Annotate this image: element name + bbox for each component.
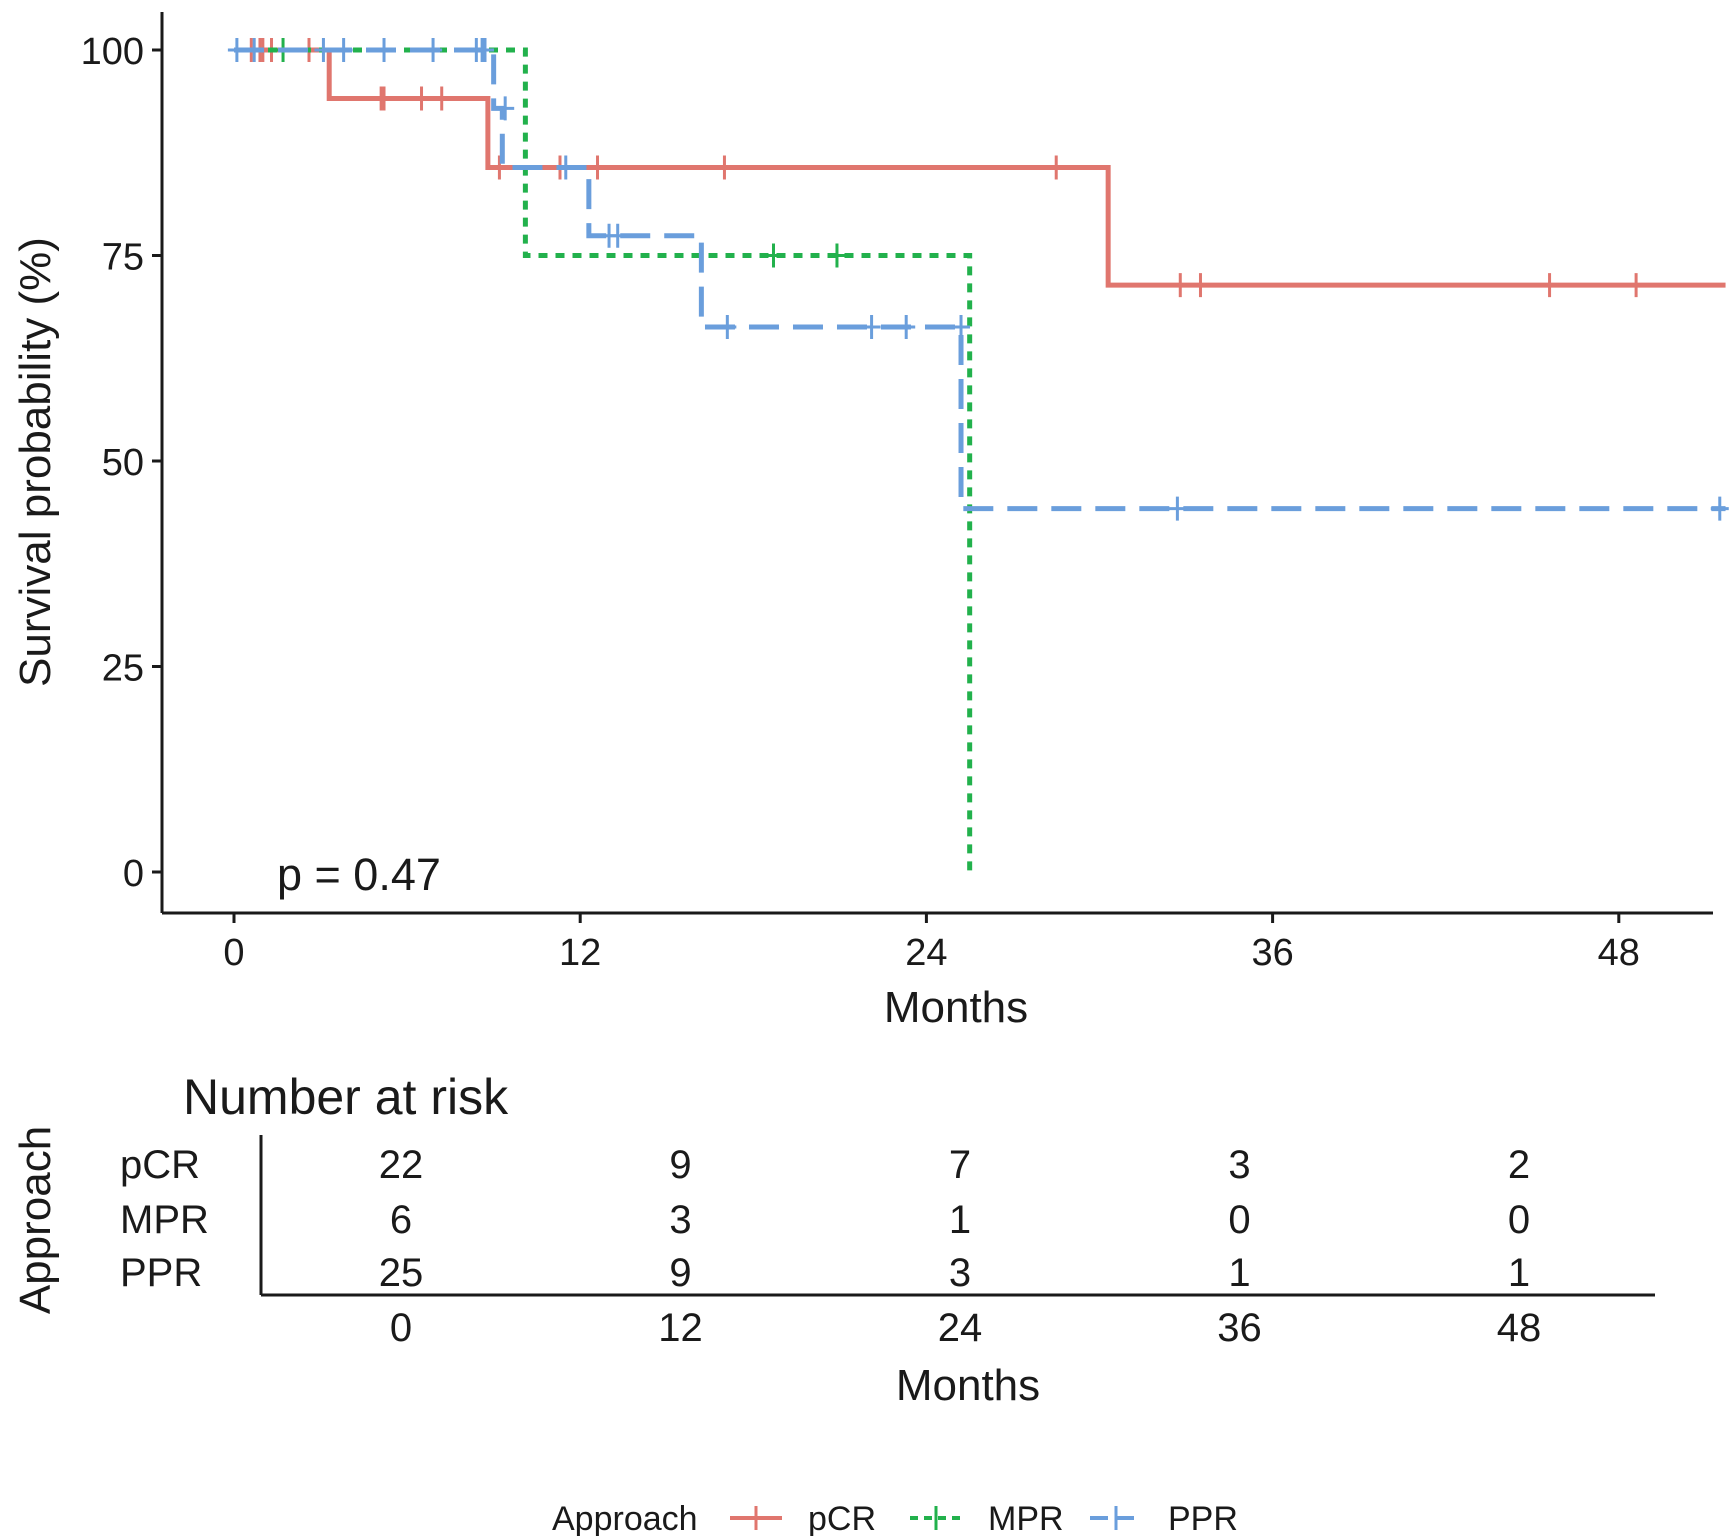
censor-mark-ppr (952, 315, 971, 340)
risk-cell: 2 (1508, 1143, 1530, 1187)
risk-cell: 0 (1508, 1198, 1530, 1242)
y-tick-label: 50 (102, 442, 144, 484)
censor-mark-ppr (862, 315, 881, 340)
risk-table-cells: pCR 22 9 7 3 2 MPR 6 3 1 0 0 PPR 25 9 3 1 1 0 12 24 36 48 (120, 1143, 1541, 1350)
risk-row-label: PPR (120, 1251, 202, 1295)
censor-mark-pcr (432, 86, 451, 111)
p-value-annotation: p = 0.47 (277, 849, 441, 900)
censor-mark-ppr (314, 38, 333, 62)
legend-items: pCR MPR PPR (730, 1500, 1238, 1536)
risk-cell: 1 (1228, 1251, 1250, 1295)
survival-plot: 0 25 50 75 100 0 12 24 36 48 Survival probability… (11, 12, 1729, 1032)
risk-cell: 1 (949, 1198, 971, 1242)
legend: Approach pCR MPR PPR (552, 1500, 1238, 1536)
y-tick-label: 25 (102, 648, 144, 690)
censor-mark-ppr (608, 223, 627, 248)
risk-table-x-title: Months (896, 1361, 1040, 1410)
risk-cell: 0 (1228, 1198, 1250, 1242)
risk-x-tick-label: 36 (1217, 1306, 1262, 1350)
legend-label: MPR (988, 1500, 1064, 1536)
risk-cell: 9 (669, 1143, 691, 1187)
curve-pcr (234, 47, 1726, 288)
legend-title: Approach (552, 1500, 698, 1536)
y-tick-label: 75 (102, 237, 144, 279)
legend-label: PPR (1168, 1500, 1238, 1536)
censor-mark-ppr (334, 38, 353, 62)
censor-mark-ppr (496, 96, 515, 121)
censor-mark-ppr (227, 38, 246, 62)
censor-mark-ppr (1168, 496, 1187, 521)
risk-x-tick-label: 0 (390, 1306, 412, 1350)
censor-mark-pcr (375, 86, 394, 111)
x-axis-title: Months (884, 983, 1028, 1032)
legend-label: pCR (808, 1500, 876, 1536)
censor-mark-pcr (412, 86, 431, 111)
censor-mark-ppr (897, 315, 916, 340)
censor-mark-ppr (1710, 496, 1729, 521)
censor-mark-pcr (1627, 273, 1646, 298)
x-tick-label: 0 (223, 932, 244, 974)
risk-x-tick-label: 12 (658, 1306, 703, 1350)
risk-row-label: pCR (120, 1143, 200, 1187)
censor-mark-mpr (764, 243, 783, 268)
x-tick-label: 36 (1251, 932, 1293, 974)
survival-curves (227, 38, 1729, 872)
censor-mark-ppr (375, 38, 394, 62)
series-mpr (234, 38, 973, 872)
censor-mark-pcr (1047, 155, 1066, 180)
censor-mark-ppr (424, 38, 443, 62)
risk-cell: 3 (1228, 1143, 1250, 1187)
risk-table-y-title: Approach (11, 1126, 60, 1314)
risk-cell: 3 (669, 1198, 691, 1242)
risk-cell: 9 (669, 1251, 691, 1295)
censor-mark-ppr (556, 155, 575, 180)
censor-mark-pcr (1191, 273, 1210, 298)
risk-x-tick-label: 24 (938, 1306, 983, 1350)
plot-axes: 0 25 50 75 100 0 12 24 36 48 (81, 12, 1713, 974)
curve-mpr (234, 47, 973, 872)
censor-mark-ppr (718, 315, 737, 340)
risk-cell: 6 (390, 1198, 412, 1242)
risk-row-label: MPR (120, 1198, 209, 1242)
risk-cell: 22 (379, 1143, 424, 1187)
x-tick-label: 48 (1598, 932, 1640, 974)
risk-cell: 1 (1508, 1251, 1530, 1295)
legend-item-ppr: PPR (1090, 1500, 1238, 1536)
y-tick-label: 100 (81, 31, 144, 73)
censor-mark-pcr (490, 155, 509, 180)
series-ppr (227, 38, 1729, 521)
risk-table-title: Number at risk (183, 1069, 509, 1125)
x-tick-label: 24 (905, 932, 947, 974)
censor-mark-pcr (588, 155, 607, 180)
legend-item-mpr: MPR (910, 1500, 1064, 1536)
y-axis-title: Survival probability (%) (11, 237, 60, 687)
censor-mark-ppr (475, 38, 494, 62)
censor-mark-pcr (715, 155, 734, 180)
curve-ppr (234, 47, 1726, 512)
risk-cell: 3 (949, 1251, 971, 1295)
censor-mark-pcr (1540, 273, 1559, 298)
series-pcr (234, 38, 1726, 298)
x-tick-label: 12 (559, 932, 601, 974)
risk-x-tick-label: 48 (1497, 1306, 1542, 1350)
legend-item-pcr: pCR (730, 1500, 876, 1536)
censor-mark-pcr (1171, 273, 1190, 298)
y-tick-label: 0 (123, 853, 144, 895)
censor-mark-mpr (827, 243, 846, 268)
censor-mark-ppr (245, 38, 264, 62)
risk-table: Number at risk Approach pCR 22 9 7 3 2 MPR 6 3 1 0… (11, 1069, 1655, 1410)
risk-cell: 7 (949, 1143, 971, 1187)
risk-cell: 25 (379, 1251, 424, 1295)
